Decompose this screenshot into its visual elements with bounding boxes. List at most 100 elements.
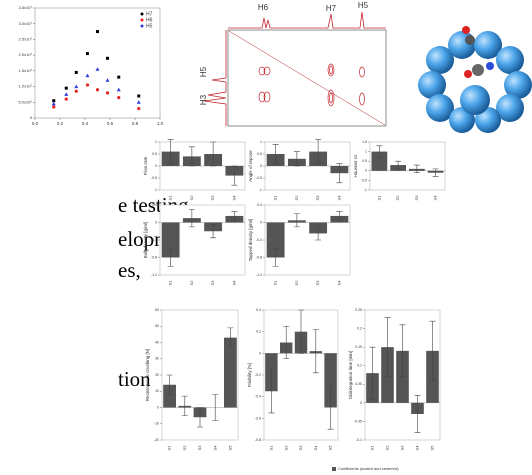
error-bar bbox=[376, 145, 383, 158]
x-tick-label: S5 bbox=[430, 445, 435, 451]
y-tick-label: 0.5 bbox=[362, 159, 367, 163]
x-tick-label: S4 bbox=[231, 195, 236, 201]
x-tick-label: 0.4 bbox=[82, 121, 89, 126]
x-tick-label: S1 bbox=[167, 445, 172, 451]
point bbox=[64, 86, 68, 90]
y-tick-label: -0.05 bbox=[354, 419, 362, 423]
peak-label: H7 bbox=[326, 4, 337, 13]
peak-label: H3 bbox=[199, 94, 208, 105]
x-tick-label: S2 bbox=[294, 280, 299, 286]
molecule-image bbox=[418, 26, 532, 133]
error-bar bbox=[432, 168, 439, 177]
y-tick-label: 0.5 bbox=[152, 152, 157, 156]
x-tick-label: S1 bbox=[273, 280, 278, 286]
x-tick-label: S2 bbox=[294, 195, 299, 201]
x-tick-label: S2 bbox=[189, 280, 194, 286]
nmr-spectrum: H6 H7 H5 H5 H3 bbox=[199, 1, 387, 127]
y-tick-label: 0 bbox=[260, 220, 262, 224]
y-tick-label: 50 bbox=[155, 324, 159, 328]
point bbox=[117, 95, 121, 100]
error-bar bbox=[268, 369, 275, 414]
error-bar bbox=[369, 346, 376, 400]
y-tick-label: -1 bbox=[259, 188, 262, 192]
y-tick-label: 3.5x10⁷ bbox=[19, 5, 33, 10]
error-bar bbox=[210, 224, 217, 239]
y-tick-label: 1.0x10⁷ bbox=[19, 84, 33, 89]
y-tick-label: 20 bbox=[155, 373, 159, 377]
x-tick-label: S1 bbox=[273, 195, 278, 201]
point bbox=[136, 100, 141, 104]
x-tick-label: S2 bbox=[283, 445, 288, 451]
x-tick-label: S2 bbox=[189, 195, 194, 201]
error-bar bbox=[327, 385, 334, 430]
error-bar bbox=[167, 139, 174, 164]
y-tick-label: 0.2 bbox=[256, 330, 261, 334]
y-axis-label: Flow rate bbox=[143, 156, 148, 175]
x-tick-label: S4 bbox=[313, 445, 318, 451]
legend-swatch bbox=[140, 18, 144, 22]
x-tick-label: 0.8 bbox=[132, 121, 139, 126]
x-tick-label: S1 bbox=[268, 445, 273, 451]
x-tick-label: 0.0 bbox=[32, 121, 39, 126]
slide-text: tion bbox=[118, 367, 151, 391]
error-bar bbox=[298, 309, 304, 354]
bar bbox=[266, 222, 285, 258]
error-bar bbox=[293, 151, 300, 167]
x-tick-label: 0.2 bbox=[57, 121, 64, 126]
y-axis-label: Bulk density [g/ml] bbox=[143, 222, 148, 259]
y-tick-label: 40 bbox=[155, 340, 159, 344]
y-tick-label: -0.8 bbox=[255, 438, 261, 442]
y-tick-label: 1.5x10⁷ bbox=[19, 68, 33, 73]
x-tick-label: S3 bbox=[315, 280, 320, 286]
x-tick-label: 0.6 bbox=[107, 121, 114, 126]
point bbox=[74, 84, 79, 89]
y-tick-label: 3.0x10⁷ bbox=[19, 21, 33, 26]
point bbox=[137, 106, 141, 111]
y-tick-label: 0.15 bbox=[355, 345, 362, 349]
y-tick-label: -1.2 bbox=[151, 273, 157, 277]
x-tick-label: S4 bbox=[336, 280, 341, 286]
x-tick-label: S3 bbox=[315, 195, 320, 201]
error-bar bbox=[384, 317, 391, 378]
y-axis-label: Hausner co bbox=[353, 154, 358, 178]
y-tick-label: 2.5x10⁷ bbox=[19, 36, 33, 41]
x-tick-label: S2 bbox=[182, 445, 187, 451]
y-tick-label: 0 bbox=[360, 401, 362, 405]
slide-text: es, bbox=[118, 258, 141, 282]
y-tick-label: 1 bbox=[260, 140, 262, 144]
error-bar bbox=[167, 248, 174, 267]
x-tick-label: S2 bbox=[395, 195, 400, 201]
x-tick-label: S5 bbox=[227, 445, 232, 451]
y-tick-label: 60 bbox=[155, 308, 159, 312]
x-tick-label: 1.0 bbox=[157, 121, 164, 126]
point bbox=[105, 78, 110, 82]
y-tick-label: 0 bbox=[260, 164, 262, 168]
y-tick-label: -0.4 bbox=[256, 238, 262, 242]
error-bar bbox=[315, 226, 322, 241]
y-tick-label: 0 bbox=[30, 115, 33, 120]
y-tick-label: 0.4 bbox=[256, 308, 261, 312]
y-axis-label: Disintegration time [min] bbox=[348, 351, 353, 399]
error-bar bbox=[399, 324, 406, 378]
error-bar bbox=[272, 248, 279, 267]
x-tick-label: S1 bbox=[376, 195, 381, 201]
x-tick-label: S3 bbox=[400, 445, 405, 451]
error-bar bbox=[227, 327, 234, 348]
error-bar bbox=[395, 160, 402, 170]
y-tick-label: 1 bbox=[155, 140, 157, 144]
legend-label: H6 bbox=[146, 17, 153, 23]
error-bar bbox=[272, 144, 279, 164]
point bbox=[64, 97, 68, 101]
y-tick-label: 0.4 bbox=[152, 203, 157, 207]
y-tick-label: 10 bbox=[155, 389, 159, 393]
y-tick-label: 0.05 bbox=[355, 382, 362, 386]
error-bar bbox=[210, 141, 217, 167]
x-tick-label: S1 bbox=[370, 445, 375, 451]
point bbox=[85, 73, 90, 78]
legend-swatch bbox=[140, 24, 144, 28]
point bbox=[116, 87, 121, 92]
error-bar bbox=[315, 139, 322, 164]
y-axis-label: Resistance to crushing [N] bbox=[145, 349, 150, 402]
y-tick-label: 0 bbox=[155, 220, 157, 224]
